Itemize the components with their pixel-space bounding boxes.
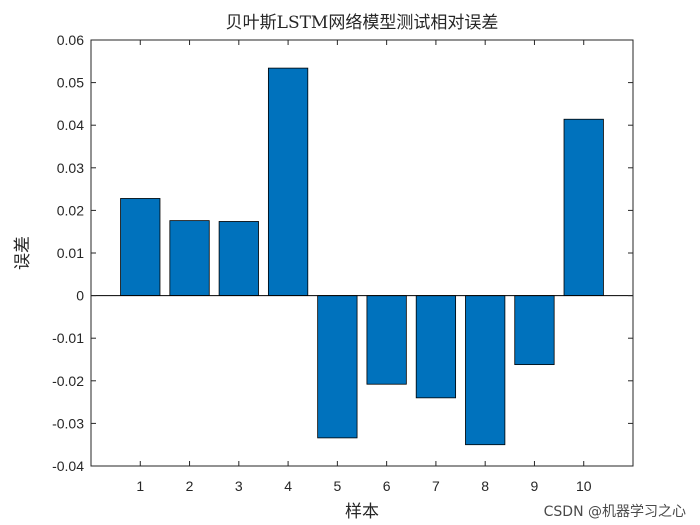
y-axis: -0.04 -0.03 -0.02 -0.01 0 0.01 0.02 0.03 0.04 0.0… [52, 32, 633, 474]
x-tick-label: 2 [186, 478, 194, 494]
bar-2 [169, 220, 210, 296]
y-tick-label: 0.06 [57, 32, 84, 48]
bars-group [120, 67, 604, 446]
y-axis-label: 误差 [13, 236, 33, 270]
y-tick-label: 0.01 [57, 245, 84, 261]
bar-6 [366, 295, 407, 385]
bar-5 [317, 295, 358, 439]
x-axis-label: 样本 [345, 502, 379, 522]
x-tick-label: 9 [531, 478, 539, 494]
bar-10 [563, 118, 604, 296]
bar-8 [465, 295, 506, 446]
x-tick-label: 6 [383, 478, 391, 494]
y-tick-label: 0.02 [57, 202, 84, 218]
x-tick-label: 7 [432, 478, 440, 494]
y-tick-label: 0.05 [57, 75, 84, 91]
chart-title: 贝叶斯LSTM网络模型测试相对误差 [226, 13, 499, 33]
y-tick-label: 0 [76, 288, 84, 304]
y-tick-label: 0.03 [57, 160, 84, 176]
y-tick-label: -0.03 [52, 415, 84, 431]
bar-3 [218, 221, 259, 296]
watermark: CSDN @机器学习之心 [543, 504, 686, 520]
y-tick-label: -0.01 [52, 330, 84, 346]
x-tick-label: 3 [235, 478, 243, 494]
y-tick-label: 0.04 [57, 117, 84, 133]
y-tick-label: -0.04 [52, 458, 84, 474]
x-tick-label: 8 [481, 478, 489, 494]
bar-7 [415, 295, 457, 399]
bar-4 [267, 67, 309, 296]
bar-9 [514, 295, 555, 366]
x-tick-label: 10 [576, 478, 592, 494]
y-tick-label: -0.02 [52, 373, 84, 389]
x-tick-label: 5 [333, 478, 341, 494]
x-tick-label: 1 [136, 478, 144, 494]
bar-1 [120, 198, 161, 296]
x-axis: 1 2 3 4 5 6 7 8 9 10 [136, 40, 592, 494]
x-tick-label: 4 [284, 478, 292, 494]
